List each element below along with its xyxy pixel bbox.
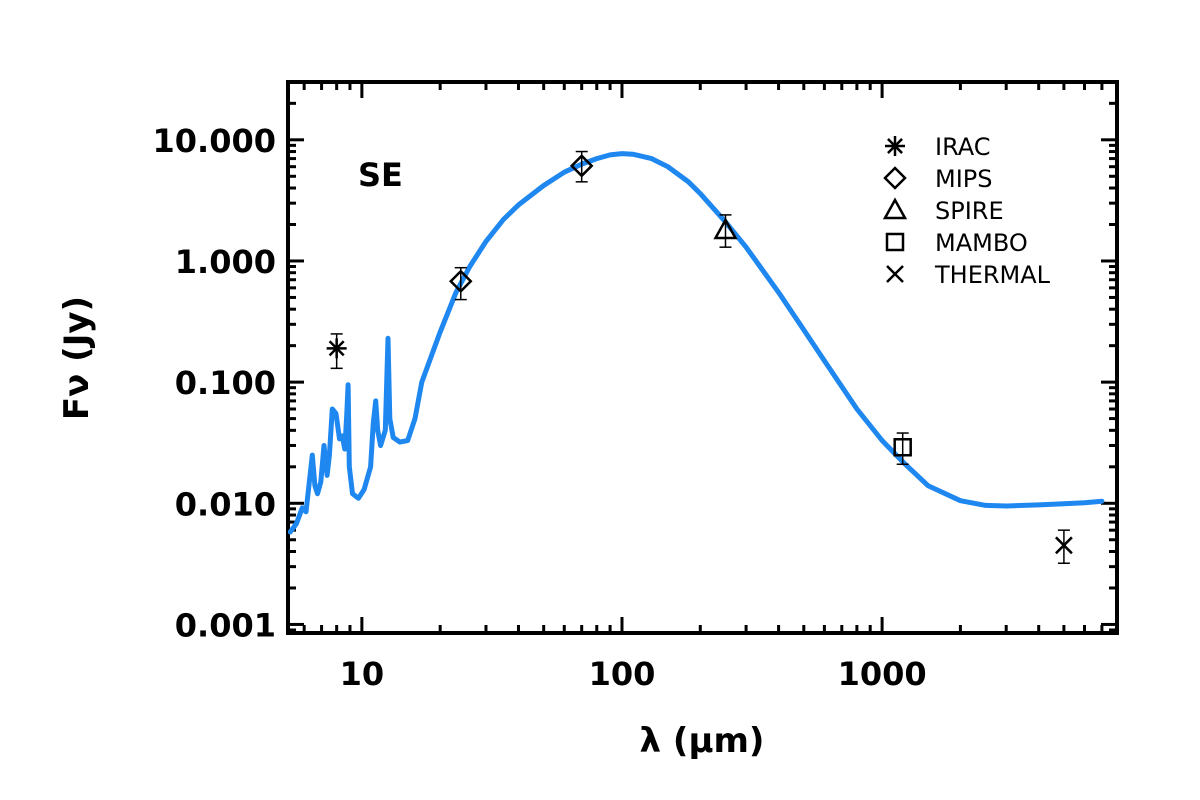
x-tick-label: 100 [589, 655, 656, 693]
legend-label: MIPS [935, 165, 993, 193]
x-axis-label: λ (μm) [640, 721, 765, 761]
data-points [326, 150, 1073, 564]
panel-label: SE [358, 156, 403, 194]
plot-frame [286, 80, 1119, 635]
legend: IRAC MIPS SPIRE MAMBO THERMAL [882, 133, 1051, 289]
data-point-mips [569, 150, 594, 183]
legend-item-thermal: THERMAL [886, 261, 1051, 289]
y-tick-label: 1.000 [175, 243, 276, 281]
x-tick-labels: 10 100 1000 [340, 655, 927, 693]
axis-ticks [288, 80, 1119, 633]
data-point-irac [326, 333, 347, 370]
data-point-thermal [1055, 529, 1073, 564]
y-tick-labels: 0.001 0.010 0.100 1.000 10.000 [153, 122, 276, 645]
legend-label: SPIRE [935, 197, 1004, 225]
data-point-spire [713, 214, 738, 248]
data-point-mambo [893, 432, 912, 465]
y-tick-label: 10.000 [153, 122, 276, 160]
y-tick-label: 0.001 [175, 606, 276, 644]
y-tick-label: 0.010 [175, 485, 276, 523]
y-axis-label: Fν (Jy) [57, 296, 97, 420]
legend-label: MAMBO [935, 229, 1028, 257]
model-sed-curve [288, 151, 1105, 535]
legend-item-irac: IRAC [885, 133, 991, 161]
x-tick-label: 10 [340, 655, 385, 693]
legend-label: THERMAL [934, 261, 1051, 289]
x-tick-label: 1000 [838, 655, 927, 693]
legend-item-spire: SPIRE [882, 197, 1004, 225]
y-tick-label: 0.100 [175, 364, 276, 402]
legend-label: IRAC [935, 133, 991, 161]
legend-item-mambo: MAMBO [885, 229, 1028, 257]
legend-item-mips: MIPS [883, 165, 993, 193]
data-point-mips [449, 266, 473, 301]
